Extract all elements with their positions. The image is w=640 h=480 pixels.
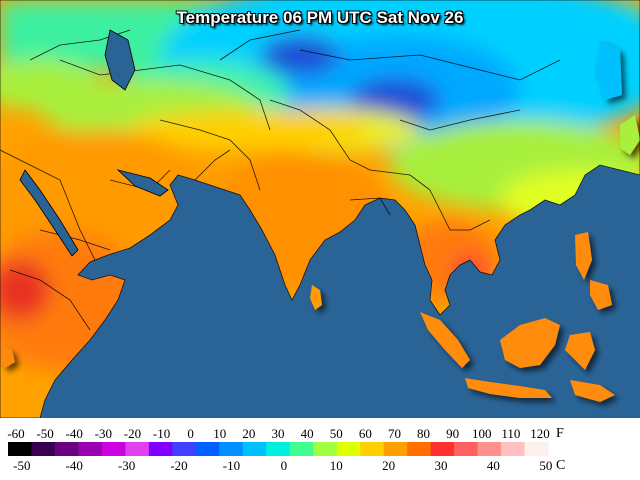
fahrenheit-tick-label: 20: [242, 426, 256, 441]
color-bar-swatch: [383, 442, 408, 456]
color-bar-swatch: [524, 442, 549, 456]
celsius-tick-label: -10: [222, 458, 241, 473]
fahrenheit-tick-label: 120: [530, 426, 550, 441]
celsius-tick-label: 50: [539, 458, 553, 473]
fahrenheit-tick-label: -40: [65, 426, 83, 441]
fahrenheit-tick-label: -50: [36, 426, 54, 441]
celsius-tick-label: -20: [170, 458, 188, 473]
red-sea: [19, 169, 79, 257]
fahrenheit-tick-label: 100: [472, 426, 492, 441]
fahrenheit-tick-label: -10: [152, 426, 171, 441]
fahrenheit-tick-label: 90: [446, 426, 460, 441]
color-bar-swatch: [172, 442, 197, 456]
caspian-sea: [104, 29, 136, 91]
map-title: Temperature 06 PM UTC Sat Nov 26: [176, 8, 464, 27]
color-bar-swatch: [266, 442, 291, 456]
fahrenheit-tick-label: 70: [387, 426, 401, 441]
fahrenheit-tick-label: -30: [94, 426, 112, 441]
color-bar-swatch: [477, 442, 502, 456]
fahrenheit-tick-label: 110: [501, 426, 521, 441]
celsius-tick-label: 20: [382, 458, 396, 473]
fahrenheit-tick-label: -60: [7, 426, 25, 441]
fahrenheit-tick-label: 30: [271, 426, 285, 441]
color-bar-swatch: [430, 442, 455, 456]
color-bar-swatch: [313, 442, 338, 456]
color-bar-swatch: [78, 442, 103, 456]
color-bar-swatch: [219, 442, 244, 456]
celsius-tick-label: -30: [117, 458, 136, 473]
color-bar-swatch: [125, 442, 150, 456]
celsius-tick-label: 40: [486, 458, 500, 473]
color-bar-swatch: [195, 442, 220, 456]
fahrenheit-tick-label: 0: [187, 426, 194, 441]
fahrenheit-tick-label: 40: [300, 426, 314, 441]
color-bar-swatch: [31, 442, 56, 456]
color-bar-swatch: [54, 442, 80, 456]
color-legend: -60 -50 -40 -30 -20 -10 0 10 20 30 40 50 60 70 80 90 100…: [0, 418, 640, 480]
temperature-map: [0, 0, 640, 418]
celsius-unit-label: C: [556, 458, 566, 473]
fahrenheit-tick-label: 60: [358, 426, 372, 441]
celsius-tick-label: -50: [13, 458, 31, 473]
color-bar-swatch: [336, 442, 361, 456]
fahrenheit-tick-label: 50: [329, 426, 343, 441]
color-bar-swatch: [289, 442, 314, 456]
celsius-tick-label: -40: [65, 458, 83, 473]
color-bar-swatch: [360, 442, 385, 456]
color-bar: [8, 442, 549, 456]
color-bar-swatch: [407, 442, 432, 456]
fahrenheit-tick-label: 10: [213, 426, 227, 441]
fahrenheit-tick-label: 80: [417, 426, 431, 441]
color-bar-swatch: [101, 442, 126, 456]
fahrenheit-tick-label: -20: [123, 426, 142, 441]
color-bar-swatch: [242, 442, 267, 456]
persian-gulf: [116, 169, 169, 197]
color-bar-swatch: [148, 442, 173, 456]
color-bar-swatch: [454, 442, 479, 456]
fahrenheit-unit-label: F: [556, 426, 564, 441]
color-bar-swatch: [501, 442, 526, 456]
color-bar-swatch: [8, 442, 33, 456]
celsius-tick-label: 0: [280, 458, 288, 473]
celsius-tick-label: 10: [329, 458, 343, 473]
celsius-tick-label: 30: [434, 458, 448, 473]
